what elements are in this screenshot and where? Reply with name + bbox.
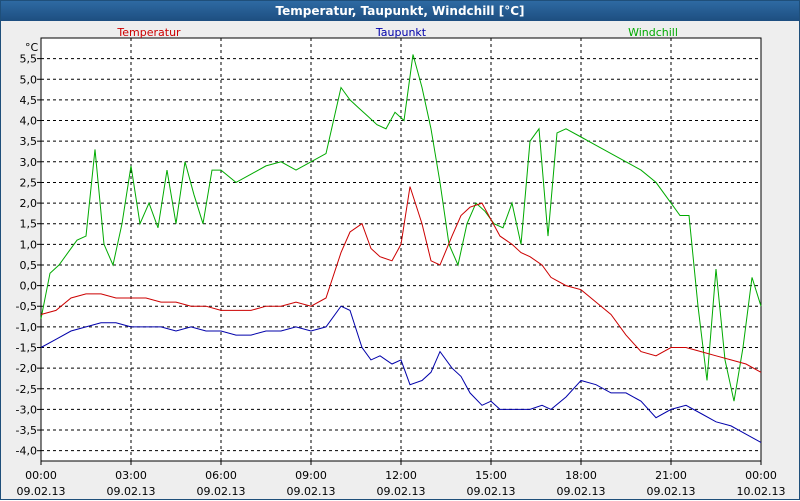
series-lines (40, 54, 762, 443)
x-tick-date: 09.02.13 (17, 485, 66, 498)
window-title: Temperatur, Taupunkt, Windchill [°C] (1, 1, 799, 21)
x-tick-time: 03:00 (115, 469, 147, 482)
series-line-taupunkt (40, 305, 762, 443)
x-tick-time: 00:00 (745, 469, 777, 482)
y-tick-label: 0,5 (20, 259, 38, 272)
legend-taupunkt: Taupunkt (375, 26, 427, 39)
x-tick-time: 15:00 (475, 469, 507, 482)
x-tick-time: 09:00 (295, 469, 327, 482)
y-tick-label: 0,0 (20, 280, 38, 293)
y-tick-label: 5,0 (20, 73, 38, 86)
y-tick-label: -1,0 (16, 321, 37, 334)
x-tick-time: 21:00 (655, 469, 687, 482)
y-axis: 5,5 5,0 4,5 4,0 3,5 3,0 2,5 2,0 1,5 1,0 0,5 0,0 -0,5… (16, 53, 41, 458)
y-unit-label: °C (25, 41, 39, 54)
x-tick-time: 12:00 (385, 469, 417, 482)
x-tick-date: 09.02.13 (287, 485, 336, 498)
x-axis: 00:00 09.02.13 03:00 09.02.13 06:00 09.02.13 0… (17, 461, 786, 498)
y-tick-label: -3,5 (16, 424, 37, 437)
x-tick-time: 00:00 (25, 469, 57, 482)
x-tick-date: 09.02.13 (377, 485, 426, 498)
grid-lines (41, 38, 761, 461)
y-tick-label: 3,0 (20, 156, 38, 169)
y-tick-label: -2,5 (16, 383, 37, 396)
y-tick-label: 2,0 (20, 197, 38, 210)
y-tick-label: 4,0 (20, 115, 38, 128)
series-line-temperatur (40, 186, 762, 373)
y-tick-label: -1,5 (16, 342, 37, 355)
y-tick-label: -3,0 (16, 403, 37, 416)
y-tick-label: 1,5 (20, 218, 38, 231)
legend-temperatur: Temperatur (116, 26, 181, 39)
y-tick-label: 5,5 (20, 53, 38, 66)
y-tick-label: -0,5 (16, 300, 37, 313)
x-tick-date: 09.02.13 (197, 485, 246, 498)
series-line-windchill (40, 54, 762, 402)
legend-windchill: Windchill (628, 26, 678, 39)
y-tick-label: -2,0 (16, 362, 37, 375)
y-tick-label: 2,5 (20, 176, 38, 189)
x-tick-time: 06:00 (205, 469, 237, 482)
y-tick-label: 3,5 (20, 135, 38, 148)
x-tick-date: 09.02.13 (107, 485, 156, 498)
x-tick-date: 09.02.13 (557, 485, 606, 498)
y-tick-label: 4,5 (20, 94, 38, 107)
y-tick-label: 1,0 (20, 238, 38, 251)
x-tick-date: 10.02.13 (737, 485, 786, 498)
x-tick-date: 09.02.13 (647, 485, 696, 498)
x-tick-date: 09.02.13 (467, 485, 516, 498)
x-tick-time: 18:00 (565, 469, 597, 482)
y-tick-label: -4,0 (16, 445, 37, 458)
